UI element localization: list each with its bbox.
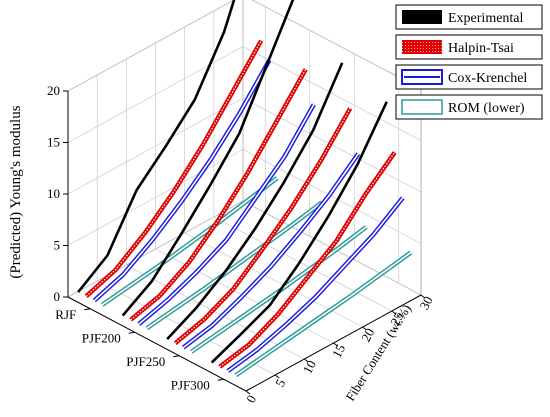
series-line-rom-lower--rjf-highlight [101, 177, 278, 306]
x-tick-label: 25 [387, 310, 406, 329]
category-tick-mark [217, 378, 224, 381]
z-tick-label: 10 [47, 186, 60, 201]
series-line-rom-lower--pjf300-highlight [235, 251, 412, 376]
series-line-halpin-tsai-pjf250-highlight [174, 108, 351, 344]
category-tick-mark [128, 331, 135, 334]
series-line-halpin-tsai-pjf200-highlight [130, 69, 307, 321]
x-tick-label: 5 [272, 376, 288, 389]
x-tick-mark [420, 294, 426, 299]
z-tick-label: 15 [47, 135, 60, 150]
legend-swatch-rom-lower [401, 99, 443, 115]
legend-label: Experimental [448, 11, 524, 26]
series-layer [77, 0, 413, 378]
x-tick-mark [362, 326, 367, 331]
legend-label: ROM (lower) [448, 101, 525, 116]
z-tick-label: 20 [47, 83, 60, 98]
legend-label: Cox-Krenchel [448, 71, 527, 86]
category-tick-label: PJF300 [171, 377, 210, 392]
x-tick-label: 15 [329, 342, 348, 361]
x-tick-mark [333, 342, 338, 347]
series-line-halpin-tsai-rjf-highlight [85, 40, 262, 297]
category-tick-label: PJF250 [126, 354, 165, 369]
category-tick-label: PJF200 [82, 330, 121, 345]
plot-walls [67, 0, 422, 298]
x-tick-mark [245, 390, 251, 395]
series-line-experimental-pjf300 [210, 101, 388, 364]
legend-entry: Experimental [395, 4, 543, 30]
series-line-experimental-pjf250 [166, 62, 344, 340]
series-line-experimental-pjf200 [121, 0, 295, 317]
x-tick-label: 30 [416, 294, 435, 313]
legend-entry: Cox-Krenchel [395, 64, 543, 90]
legend-entry: Halpin-Tsai [395, 34, 543, 60]
series-line-cox-krenchel-pjf250-highlight [182, 153, 359, 349]
x-tick-mark [274, 374, 280, 379]
series-line-cox-krenchel-pjf200-highlight [138, 104, 315, 325]
series-line-cox-krenchel-rjf-highlight [93, 60, 270, 302]
floor-gridline [126, 264, 305, 360]
x-axis-title: Fiber Content (wt.%) [342, 302, 413, 404]
series-line-halpin-tsai-pjf300-highlight [219, 152, 396, 368]
legend-swatch-halpin-tsai [402, 40, 442, 54]
x-tick-mark [391, 310, 397, 315]
x-tick-label: 10 [300, 358, 319, 377]
floor-gridline [184, 232, 363, 328]
category-tick-mark [84, 308, 91, 311]
legend-entry: ROM (lower) [395, 94, 543, 120]
z-tick-label: 5 [54, 238, 61, 253]
z-axis-title: (Predicted) Young's modulus [8, 105, 24, 278]
category-tick-mark [173, 355, 180, 358]
series-line-cox-krenchel-pjf300-highlight [227, 197, 404, 372]
legend-swatch-experimental [402, 10, 442, 24]
category-tick-label: RJF [55, 307, 76, 322]
x-tick-label: 20 [358, 326, 377, 345]
series-line-rom-lower--pjf200-highlight [146, 201, 323, 329]
x-tick-mark [304, 358, 309, 363]
series-line-experimental-rjf [77, 0, 236, 293]
x-tick-label: 0 [243, 392, 259, 405]
category-axis-line [67, 296, 247, 392]
legend-label: Halpin-Tsai [448, 41, 514, 56]
z-tick-label: 0 [54, 289, 61, 304]
floor-gridline [213, 216, 392, 312]
axes: 05101520RJFPJF200PJF250PJF30005101520253… [47, 83, 436, 405]
legend: Experimental Halpin-Tsai Cox-Krenchel ROM (… [395, 4, 543, 120]
